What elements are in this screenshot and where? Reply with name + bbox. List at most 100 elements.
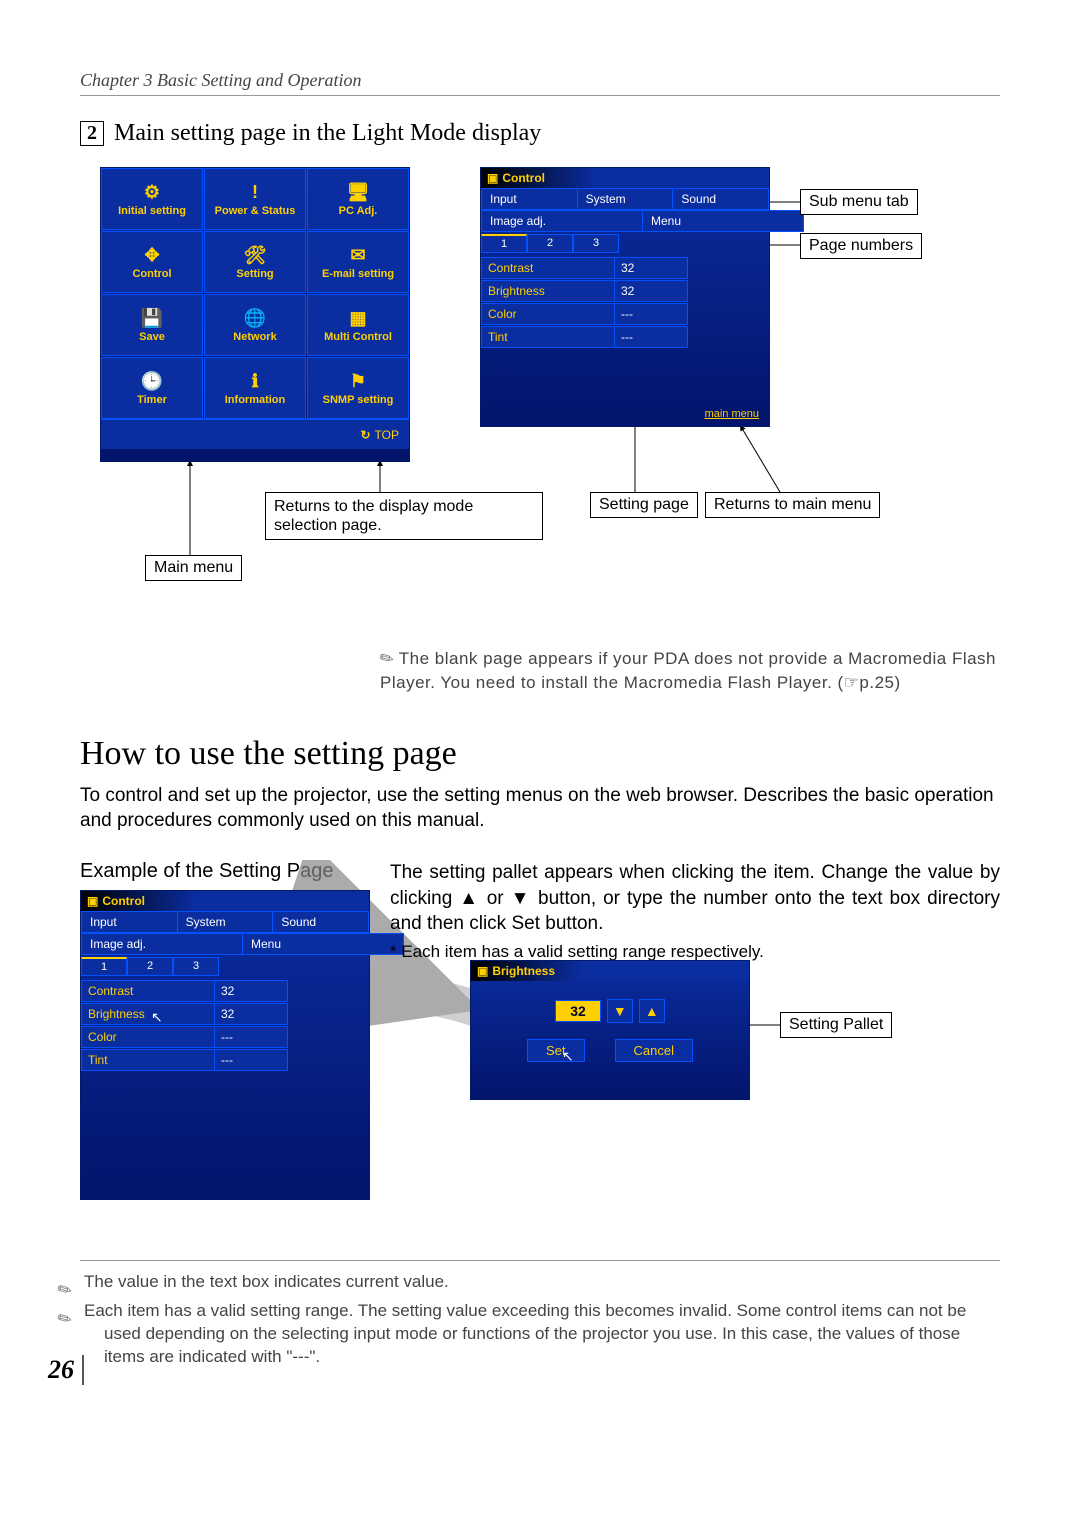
menu-item-timer[interactable]: 🕒 Timer: [101, 357, 203, 419]
tab-input[interactable]: Input: [481, 188, 578, 210]
menu-label: PC Adj.: [339, 205, 378, 217]
tab-input[interactable]: Input: [81, 911, 178, 933]
control-title-text: Control: [502, 171, 545, 185]
callout-returns-main: Returns to main menu: [705, 492, 880, 518]
example-panel-title: ▣ Control: [81, 891, 369, 911]
control-icon: ▣: [487, 171, 498, 185]
control-icon: ▣: [87, 894, 98, 908]
page-number-tabs: 1 2 3: [481, 234, 769, 253]
callout-page-numbers: Page numbers: [800, 233, 922, 259]
menu-label: Initial setting: [118, 205, 186, 217]
setting-pallet-panel: ▣ Brightness 32 ▼ ▲ Set ↖ Cancel: [470, 960, 750, 1100]
network-icon: 🌐: [242, 307, 268, 329]
menu-label: Multi Control: [324, 331, 392, 343]
menu-item-power-status[interactable]: ! Power & Status: [204, 168, 306, 230]
example-title-text: Control: [102, 894, 145, 908]
main-menu-panel: ⚙ Initial setting ! Power & Status 🖥 PC …: [100, 167, 410, 462]
menu-item-multi-control[interactable]: ▦ Multi Control: [307, 294, 409, 356]
tab-image-adj[interactable]: Image adj.: [481, 210, 643, 232]
menu-item-snmp[interactable]: ⚑ SNMP setting: [307, 357, 409, 419]
callout-setting-pallet: Setting Pallet: [780, 1012, 892, 1038]
mail-icon: ✉: [345, 244, 371, 266]
info-icon: ℹ: [242, 370, 268, 392]
footnote-1: ✎The value in the text box indicates cur…: [104, 1271, 1000, 1294]
page-number: 26: [48, 1355, 84, 1385]
tab-system[interactable]: System: [178, 911, 274, 933]
setting-label: Contrast: [481, 257, 615, 279]
setting-row-brightness[interactable]: Brightness 32: [481, 280, 769, 302]
page-tab-2[interactable]: 2: [127, 957, 173, 976]
cancel-button[interactable]: Cancel: [615, 1039, 693, 1062]
tab-image-adj[interactable]: Image adj.: [81, 933, 243, 955]
decrease-button[interactable]: ▼: [607, 999, 633, 1023]
setting-row-color[interactable]: Color ---: [481, 303, 769, 325]
note-flash-player: ✎The blank page appears if your PDA does…: [380, 647, 1000, 695]
menu-label: Save: [139, 331, 165, 343]
step-number-box: 2: [80, 121, 104, 146]
menu-item-pc-adj[interactable]: 🖥 PC Adj.: [307, 168, 409, 230]
menu-item-control[interactable]: ✥ Control: [101, 231, 203, 293]
tab-menu[interactable]: Menu: [243, 933, 404, 955]
multi-icon: ▦: [345, 307, 371, 329]
setting-row-color[interactable]: Color ---: [81, 1026, 369, 1048]
menu-item-initial-setting[interactable]: ⚙ Initial setting: [101, 168, 203, 230]
setting-label: Color: [81, 1026, 215, 1048]
page-tab-1[interactable]: 1: [81, 957, 127, 976]
top-link[interactable]: ↻ TOP: [101, 419, 409, 449]
menu-label: SNMP setting: [323, 394, 394, 406]
footnote-2: ✎Each item has a valid setting range. Th…: [104, 1300, 1000, 1369]
setting-label: Tint: [81, 1049, 215, 1071]
top-label: TOP: [375, 428, 399, 442]
setting-row-brightness[interactable]: Brightness 32 ↖: [81, 1003, 369, 1025]
setting-label: Brightness: [481, 280, 615, 302]
example-description: The setting pallet appears when clicking…: [390, 860, 1000, 964]
setting-row-tint[interactable]: Tint ---: [481, 326, 769, 348]
pallet-title: ▣ Brightness: [471, 961, 749, 981]
setting-label: Tint: [481, 326, 615, 348]
setting-row-contrast[interactable]: Contrast 32: [81, 980, 369, 1002]
setting-value: ---: [615, 326, 688, 348]
pallet-buttons: Set ↖ Cancel: [527, 1039, 693, 1062]
menu-item-save[interactable]: 💾 Save: [101, 294, 203, 356]
set-word: Set: [511, 913, 540, 934]
increase-button[interactable]: ▲: [639, 999, 665, 1023]
set-button[interactable]: Set ↖: [527, 1039, 585, 1062]
howto-heading: How to use the setting page: [80, 735, 1000, 773]
page-tab-1[interactable]: 1: [481, 234, 527, 253]
menu-item-email[interactable]: ✉ E-mail setting: [307, 231, 409, 293]
cursor-icon: ↖: [151, 1009, 163, 1026]
example-page-tabs: 1 2 3: [81, 957, 369, 976]
tab-system[interactable]: System: [578, 188, 674, 210]
pencil-icon: ✎: [375, 645, 400, 673]
pallet-value-row: 32 ▼ ▲: [555, 999, 665, 1023]
example-text-1: The setting pallet appears when clicking…: [390, 862, 1000, 934]
control-panel: ▣ Control Input System Sound Image adj. …: [480, 167, 770, 427]
example-tabs-row2: Image adj. Menu: [81, 933, 369, 955]
setting-value: 32: [215, 980, 288, 1002]
tab-sound[interactable]: Sound: [673, 188, 769, 210]
pallet-title-text: Brightness: [492, 964, 555, 978]
setting-value: ---: [215, 1049, 288, 1071]
example-control-panel: ▣ Control Input System Sound Image adj. …: [80, 890, 370, 1200]
menu-label: Power & Status: [215, 205, 296, 217]
page-tab-3[interactable]: 3: [573, 234, 619, 253]
page-tab-2[interactable]: 2: [527, 234, 573, 253]
main-menu-link[interactable]: main menu: [705, 408, 759, 420]
example-text-2: button.: [540, 913, 603, 934]
setting-list: Contrast 32 Brightness 32 Color --- Tint…: [481, 257, 769, 348]
pallet-value-box[interactable]: 32: [555, 1000, 601, 1022]
menu-item-setting[interactable]: 🛠 Setting: [204, 231, 306, 293]
control-icon: ▣: [477, 964, 488, 978]
menu-label: Network: [233, 331, 276, 343]
control-panel-title: ▣ Control: [481, 168, 769, 188]
setting-row-tint[interactable]: Tint ---: [81, 1049, 369, 1071]
menu-item-network[interactable]: 🌐 Network: [204, 294, 306, 356]
callout-returns-display: Returns to the display mode selection pa…: [265, 492, 543, 540]
tab-sound[interactable]: Sound: [273, 911, 369, 933]
page-tab-3[interactable]: 3: [173, 957, 219, 976]
menu-item-information[interactable]: ℹ Information: [204, 357, 306, 419]
tab-menu[interactable]: Menu: [643, 210, 804, 232]
note-text: The blank page appears if your PDA does …: [380, 649, 996, 692]
snmp-icon: ⚑: [345, 370, 371, 392]
setting-row-contrast[interactable]: Contrast 32: [481, 257, 769, 279]
